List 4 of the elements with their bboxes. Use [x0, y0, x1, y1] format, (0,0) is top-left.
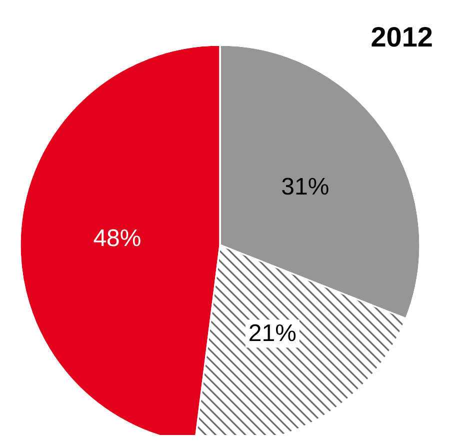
- data-label: 31%: [281, 174, 330, 201]
- data-label: 21%: [248, 320, 296, 348]
- data-label: 48%: [93, 225, 142, 252]
- chart-title: 2012: [370, 22, 434, 52]
